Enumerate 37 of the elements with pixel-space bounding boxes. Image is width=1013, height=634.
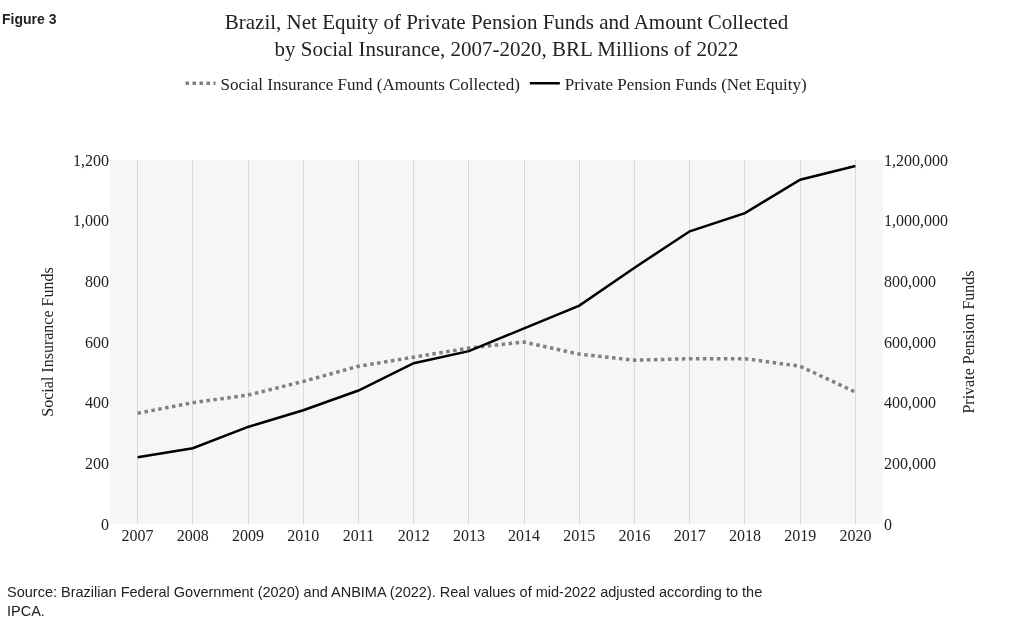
y2-tick-label: 1,200,000 (884, 151, 948, 169)
y2-tick-label: 800,000 (884, 272, 936, 290)
x-tick-label: 2007 (121, 527, 154, 544)
line-series (135, 340, 858, 416)
x-tick-label: 2019 (784, 527, 817, 544)
source-note: Source: Brazilian Federal Government (2020) and ANBIMA (2022). Real values of mid-2022 adjusted according to the IPCA. (7, 584, 763, 619)
x-tick-label: 2014 (508, 527, 541, 544)
y2-tick-label: 600,000 (884, 333, 936, 351)
caption: Figure 3 (2, 11, 57, 27)
y2-tick-label: 0 (884, 515, 892, 533)
y-tick-label: 0 (101, 515, 109, 533)
y-axis-title: Social Insurance Funds (38, 267, 56, 417)
x-tick-label: 2017 (673, 527, 706, 544)
y2-tick-label: 200,000 (884, 454, 936, 472)
x-tick-label: 2010 (287, 527, 320, 544)
chart-title: Brazil, Net Equity of Private Pension Funds and Amount Collected by Social Insurance, 2007-2020, BRL Millions of 2022 (224, 9, 789, 61)
x-tick-label: 2020 (839, 527, 872, 544)
x-tick-label: 2009 (232, 527, 265, 544)
x-tick-label: 2015 (563, 527, 596, 544)
x-tick-label: 2016 (618, 527, 651, 544)
y-tick-label: 1,000 (73, 212, 109, 230)
x-tick-label: 2011 (342, 527, 375, 544)
x-tick-label: 2013 (452, 527, 485, 544)
y-tick-label: 400 (85, 394, 109, 412)
y2-axis-title: Private Pension Funds (959, 270, 977, 414)
y-tick-label: 1,200 (73, 151, 109, 169)
y2-tick-label: 400,000 (884, 394, 936, 412)
x-tick-label: 2012 (397, 527, 430, 544)
y-tick-label: 800 (85, 272, 109, 290)
legend-label: Social Insurance Fund (Amounts Collected) (220, 74, 520, 94)
x-tick-label: 2008 (176, 527, 209, 544)
line-series (136, 164, 857, 459)
legend-label: Private Pension Funds (Net Equity) (564, 74, 807, 94)
y-tick-label: 200 (85, 454, 109, 472)
y2-tick-label: 1,000,000 (884, 212, 948, 230)
x-tick-label: 2018 (728, 527, 761, 544)
y-tick-label: 600 (85, 333, 109, 351)
